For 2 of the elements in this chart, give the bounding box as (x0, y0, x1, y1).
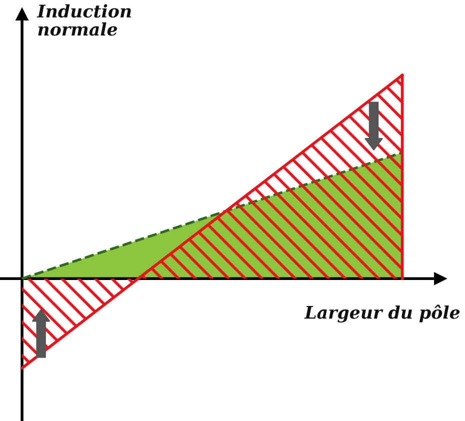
x-axis-title: Largeur du pôle (304, 304, 460, 323)
y-axis-title: Induction normale (36, 4, 131, 36)
